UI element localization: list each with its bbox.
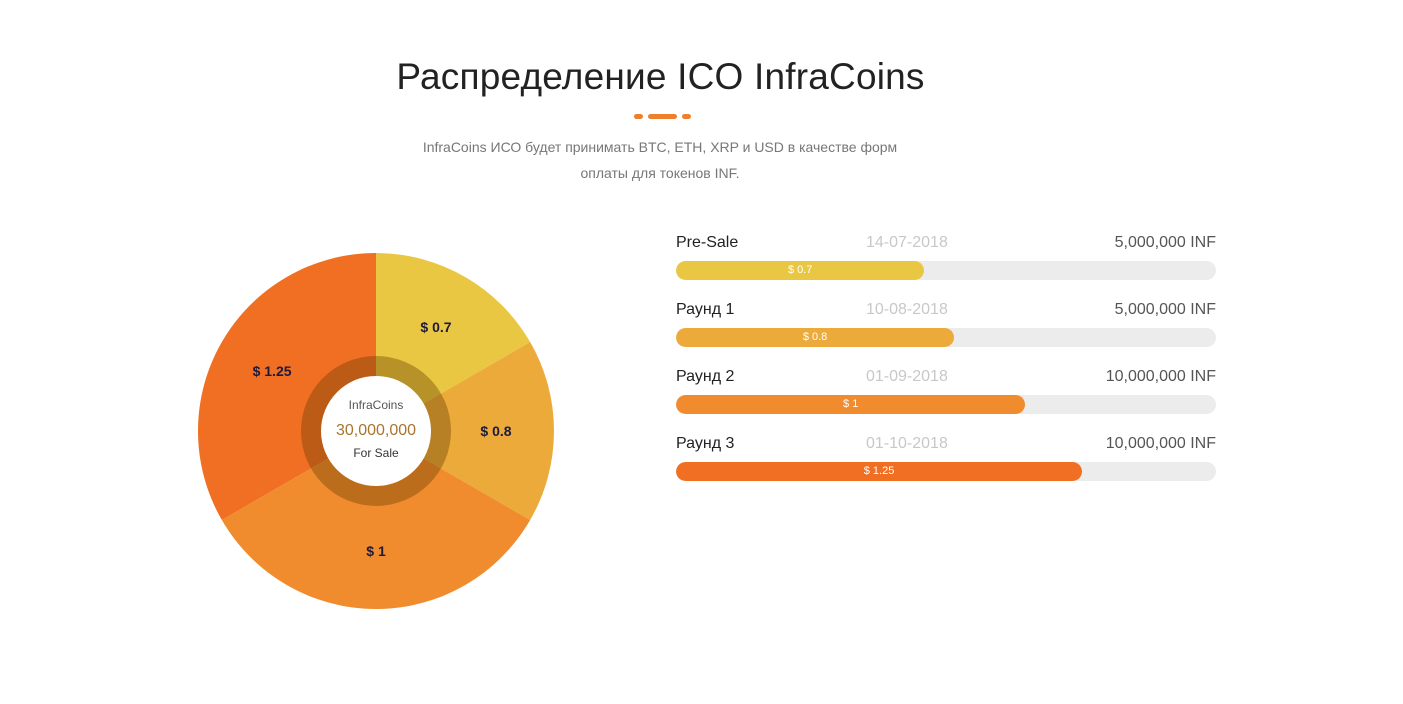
sale-rounds-list: Pre-Sale 14-07-2018 5,000,000 INF $ 0.7 … [676, 232, 1216, 500]
subtitle-line-1: InfraCoins ИСО будет принимать BTC, ETH,… [422, 139, 898, 155]
round-name: Pre-Sale [676, 234, 739, 251]
round-progress-bar: $ 0.7 [676, 261, 925, 280]
donut-hole [321, 376, 431, 486]
round-name: Раунд 3 [676, 435, 735, 452]
center-name: InfraCoins [349, 398, 404, 412]
round-progress-bar: $ 1 [676, 395, 1026, 414]
center-amount: 30,000,000 [336, 422, 416, 439]
round-item: Pre-Sale 14-07-2018 5,000,000 INF $ 0.7 [676, 232, 1216, 299]
round-item: Раунд 1 10-08-2018 5,000,000 INF $ 0.8 [676, 299, 1216, 366]
page-subtitle: InfraCoins ИСО будет принимать BTC, ETH,… [410, 134, 910, 186]
round-progress-track: $ 1 [676, 395, 1216, 414]
round-name: Раунд 2 [676, 368, 735, 385]
round-amount: 5,000,000 INF [1114, 301, 1216, 318]
pie-slice [376, 253, 531, 431]
round-progress-track: $ 0.8 [676, 328, 1216, 347]
pie-slice-label: $ 1 [366, 543, 386, 559]
divider-dot-left [634, 113, 643, 119]
divider-dot-right [682, 113, 691, 119]
round-progress-track: $ 0.7 [676, 261, 1216, 280]
center-caption: For Sale [353, 446, 399, 460]
pie-slice-label: $ 0.7 [420, 319, 451, 335]
divider-dash [648, 113, 677, 119]
pie-slice [221, 431, 531, 609]
title-divider [634, 113, 691, 119]
pie-slice [376, 342, 554, 520]
page-title: Распределение ICO InfraCoins [396, 56, 925, 97]
round-item: Раунд 2 01-09-2018 10,000,000 INF $ 1 [676, 366, 1216, 433]
round-progress-bar: $ 1.25 [676, 462, 1083, 481]
token-distribution-chart: InfraCoins 30,000,000 For Sale $ 0.7 $ 0.… [190, 245, 562, 617]
pie-slice-label: $ 0.8 [480, 423, 511, 439]
round-progress-track: $ 1.25 [676, 462, 1216, 481]
round-date: 10-08-2018 [866, 301, 948, 318]
round-name: Раунд 1 [676, 301, 735, 318]
round-date: 14-07-2018 [866, 234, 948, 251]
pie-chart-svg: InfraCoins 30,000,000 For Sale $ 0.7 $ 0.… [198, 253, 554, 609]
subtitle-line-2: оплаты для токенов INF. [580, 165, 740, 181]
round-amount: 10,000,000 INF [1105, 368, 1216, 385]
round-item: Раунд 3 01-10-2018 10,000,000 INF $ 1.25 [676, 433, 1216, 500]
round-progress-bar: $ 0.8 [676, 328, 955, 347]
round-date: 01-09-2018 [866, 368, 948, 385]
round-date: 01-10-2018 [866, 435, 948, 452]
round-amount: 5,000,000 INF [1114, 234, 1216, 251]
pie-slice-label: $ 1.25 [253, 363, 292, 379]
round-amount: 10,000,000 INF [1105, 435, 1216, 452]
